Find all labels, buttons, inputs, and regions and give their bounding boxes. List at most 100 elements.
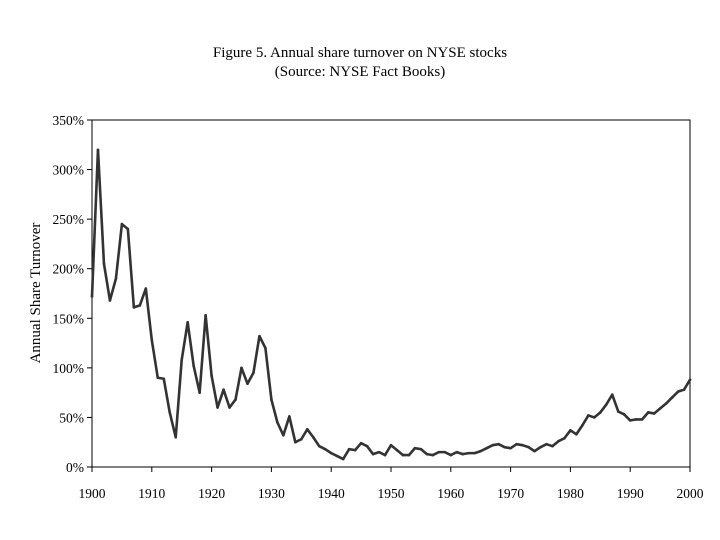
x-tick-label: 1970 bbox=[497, 486, 524, 501]
data-point bbox=[575, 432, 578, 436]
data-point bbox=[616, 410, 620, 413]
x-tick-label: 1940 bbox=[318, 486, 345, 501]
data-point bbox=[449, 453, 453, 457]
data-point bbox=[102, 262, 106, 266]
y-tick-label: 300% bbox=[53, 163, 85, 178]
data-point bbox=[682, 388, 686, 391]
data-point bbox=[252, 371, 255, 375]
data-point bbox=[479, 449, 483, 453]
data-point bbox=[335, 454, 339, 458]
data-point bbox=[401, 453, 405, 457]
data-point bbox=[467, 451, 471, 455]
data-point bbox=[622, 413, 626, 416]
data-points bbox=[90, 148, 692, 461]
data-point bbox=[276, 421, 279, 424]
data-point bbox=[347, 447, 351, 451]
data-point bbox=[222, 388, 225, 391]
data-point bbox=[120, 222, 124, 226]
x-tick-label: 1950 bbox=[378, 486, 405, 501]
data-point bbox=[485, 446, 488, 450]
data-point bbox=[204, 314, 207, 317]
data-point bbox=[646, 411, 650, 414]
data-point bbox=[240, 366, 243, 370]
data-point bbox=[365, 444, 369, 448]
data-point bbox=[419, 447, 423, 451]
data-point bbox=[461, 452, 465, 456]
data-point bbox=[126, 227, 130, 231]
data-point bbox=[634, 418, 638, 421]
x-axis: 1900 1910 1920 1930 1940 1950 1960 1970 1980 1990… bbox=[79, 467, 704, 501]
data-point bbox=[503, 445, 506, 449]
data-point bbox=[551, 444, 554, 448]
data-point bbox=[198, 391, 201, 394]
data-point bbox=[359, 441, 363, 445]
data-point bbox=[288, 415, 291, 418]
x-tick-label: 2000 bbox=[677, 486, 704, 501]
data-point bbox=[473, 451, 477, 455]
data-point bbox=[383, 453, 387, 457]
data-point bbox=[162, 377, 166, 381]
y-axis-title: Annual Share Turnover bbox=[28, 223, 44, 364]
data-point bbox=[168, 411, 172, 414]
data-point bbox=[258, 334, 261, 338]
data-point bbox=[664, 402, 668, 405]
data-point bbox=[521, 443, 524, 447]
x-tick-label: 1980 bbox=[557, 486, 584, 501]
data-point bbox=[587, 414, 590, 417]
y-tick-label: 0% bbox=[66, 460, 84, 475]
y-tick-label: 200% bbox=[53, 262, 85, 277]
data-point bbox=[156, 376, 160, 380]
data-point bbox=[180, 358, 183, 362]
y-tick-label: 150% bbox=[53, 311, 85, 326]
data-point bbox=[114, 277, 118, 280]
x-tick-label: 1910 bbox=[138, 486, 165, 501]
x-tick-label: 1960 bbox=[437, 486, 464, 501]
data-point bbox=[174, 435, 178, 439]
data-point bbox=[610, 393, 614, 396]
data-point bbox=[138, 304, 142, 307]
data-point bbox=[515, 442, 518, 446]
data-point bbox=[323, 447, 327, 451]
x-tick-label: 1930 bbox=[258, 486, 285, 501]
data-point bbox=[437, 450, 441, 454]
data-point bbox=[389, 443, 393, 447]
data-point bbox=[569, 429, 572, 432]
data-point bbox=[305, 428, 309, 431]
data-point bbox=[539, 445, 542, 449]
data-point bbox=[652, 412, 656, 415]
data-point bbox=[90, 295, 94, 298]
data-point bbox=[425, 452, 429, 456]
x-tick-label: 1990 bbox=[617, 486, 644, 501]
data-point bbox=[395, 448, 399, 452]
data-point bbox=[228, 406, 231, 409]
data-point bbox=[557, 439, 560, 443]
chart-subtitle: (Source: NYSE Fact Books) bbox=[274, 64, 446, 80]
data-point bbox=[676, 390, 680, 393]
data-point bbox=[341, 457, 345, 461]
data-point bbox=[317, 444, 321, 448]
data-point bbox=[144, 287, 148, 290]
data-point bbox=[246, 382, 249, 386]
data-point bbox=[431, 453, 435, 457]
data-point bbox=[670, 396, 674, 399]
data-point bbox=[527, 445, 530, 449]
data-point bbox=[563, 436, 566, 440]
data-point bbox=[96, 148, 100, 152]
data-point bbox=[491, 443, 494, 447]
data-point bbox=[150, 338, 154, 342]
data-point bbox=[497, 442, 500, 446]
data-point bbox=[599, 411, 602, 414]
data-point bbox=[300, 437, 303, 441]
data-point bbox=[407, 453, 411, 457]
data-point bbox=[353, 448, 357, 452]
data-point bbox=[186, 320, 189, 324]
data-point bbox=[294, 440, 297, 444]
data-point bbox=[108, 299, 112, 302]
data-point bbox=[640, 418, 644, 421]
data-point bbox=[234, 398, 237, 401]
y-tick-label: 350% bbox=[53, 113, 85, 128]
data-point bbox=[443, 450, 447, 454]
data-point bbox=[264, 346, 267, 350]
data-point bbox=[545, 442, 548, 446]
